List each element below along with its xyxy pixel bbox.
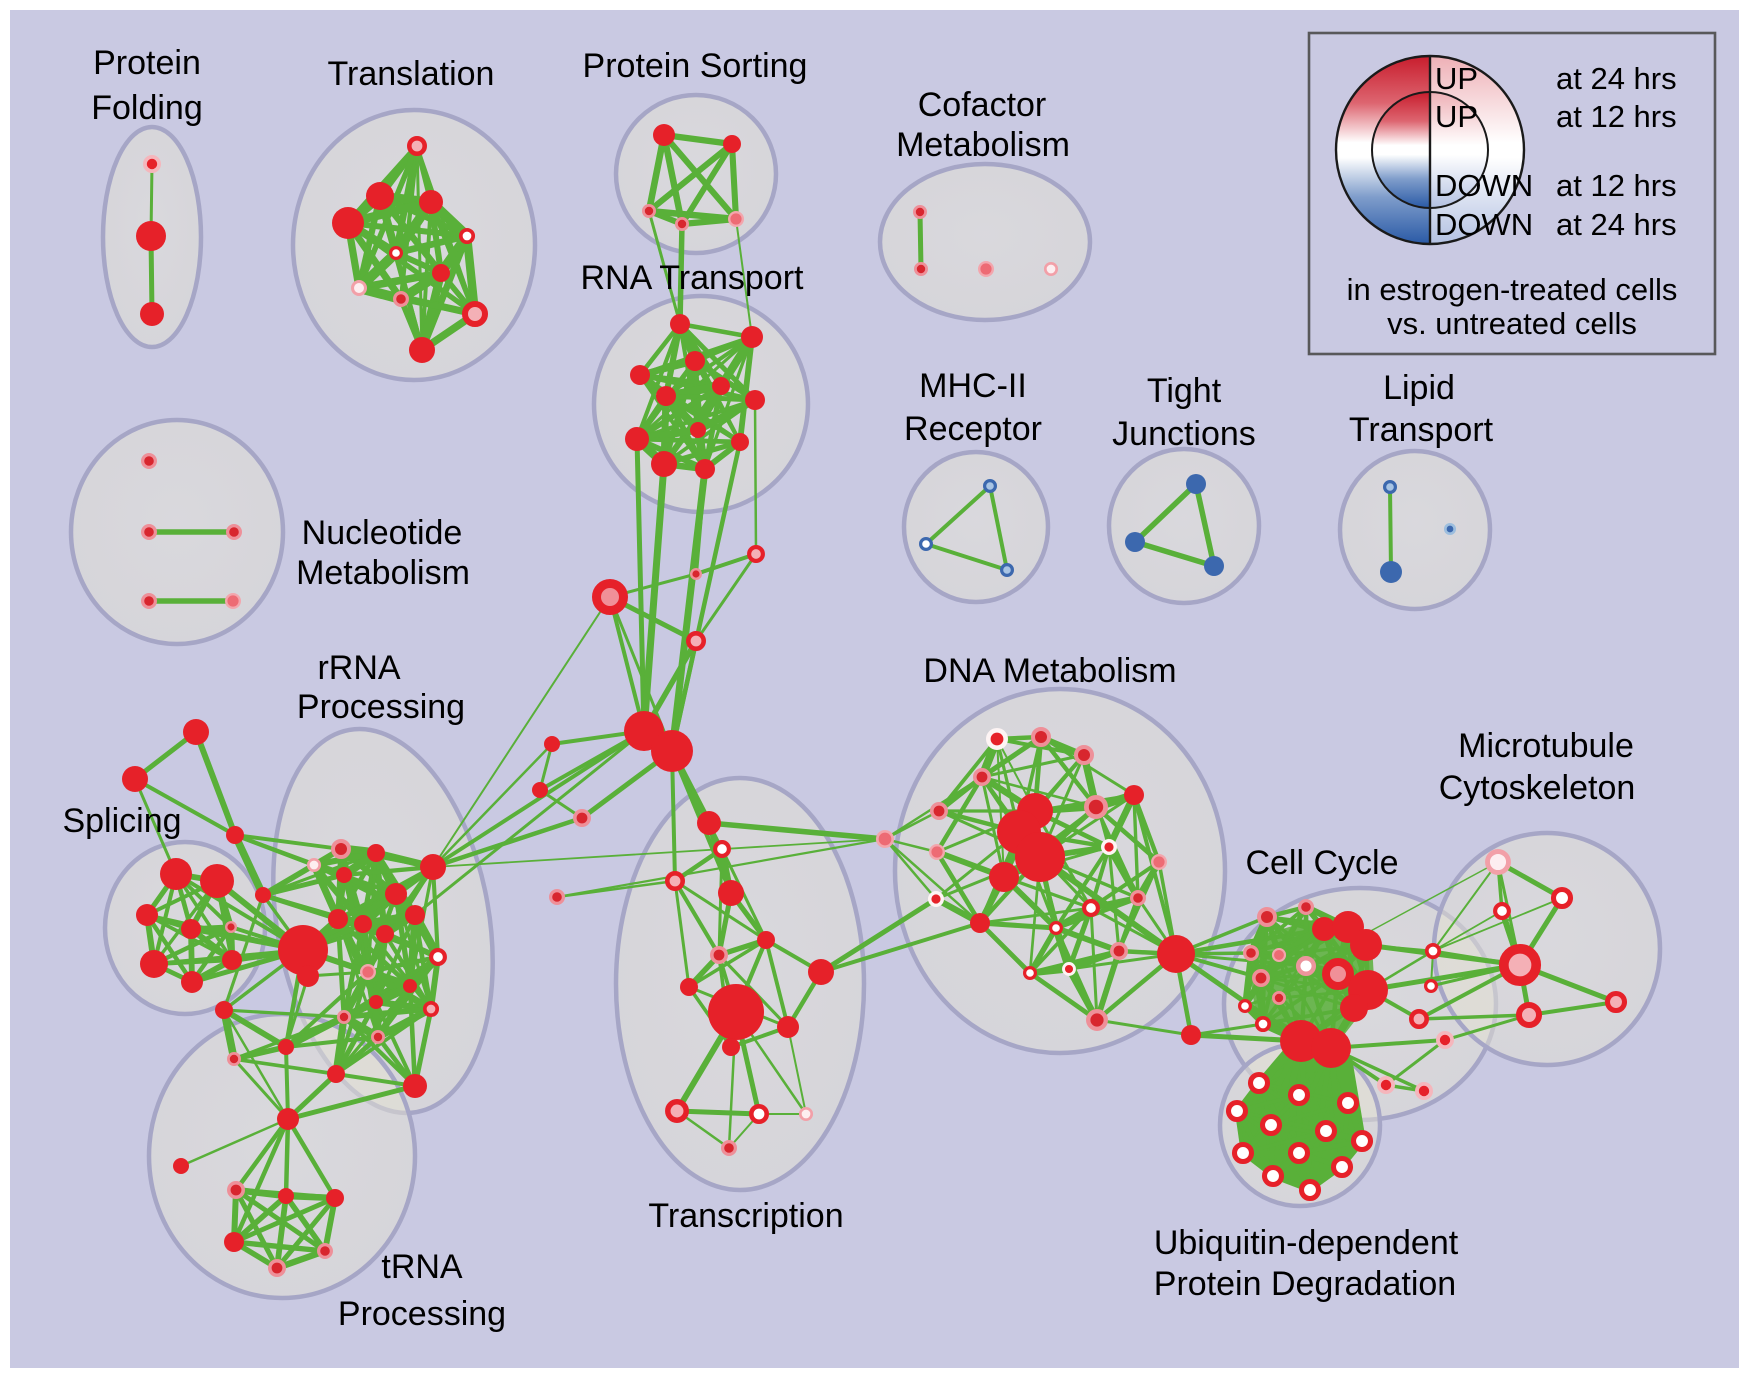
svg-text:at 12 hrs: at 12 hrs — [1556, 99, 1677, 134]
svg-text:DNA Metabolism: DNA Metabolism — [923, 652, 1176, 690]
svg-text:in estrogen-treated cells: in estrogen-treated cells — [1347, 272, 1678, 307]
svg-text:Cell Cycle: Cell Cycle — [1245, 844, 1398, 882]
svg-text:Splicing: Splicing — [62, 802, 181, 840]
svg-text:Junctions: Junctions — [1112, 415, 1256, 453]
svg-text:tRNA: tRNA — [381, 1248, 463, 1286]
svg-text:RNA Transport: RNA Transport — [581, 259, 805, 297]
svg-text:Metabolism: Metabolism — [896, 126, 1070, 164]
svg-text:Metabolism: Metabolism — [296, 554, 470, 592]
svg-text:Nucleotide: Nucleotide — [302, 514, 463, 552]
svg-text:UP: UP — [1435, 61, 1478, 96]
svg-text:MHC-II: MHC-II — [919, 367, 1027, 405]
svg-text:DOWN: DOWN — [1435, 168, 1533, 203]
svg-text:Folding: Folding — [91, 89, 203, 127]
svg-text:Processing: Processing — [338, 1295, 506, 1333]
svg-text:Lipid: Lipid — [1383, 369, 1455, 407]
svg-text:DOWN: DOWN — [1435, 207, 1533, 242]
svg-text:Tight: Tight — [1147, 372, 1222, 410]
svg-text:Protein: Protein — [93, 44, 201, 82]
svg-text:Cytoskeleton: Cytoskeleton — [1439, 769, 1636, 807]
svg-text:at 24 hrs: at 24 hrs — [1556, 61, 1677, 96]
svg-text:Microtubule: Microtubule — [1458, 727, 1634, 765]
svg-text:Receptor: Receptor — [904, 410, 1042, 448]
svg-text:Transport: Transport — [1349, 411, 1494, 449]
svg-text:Cofactor: Cofactor — [918, 86, 1047, 124]
svg-text:UP: UP — [1435, 99, 1478, 134]
svg-text:Translation: Translation — [328, 55, 495, 93]
svg-text:Ubiquitin-dependent: Ubiquitin-dependent — [1154, 1224, 1459, 1262]
svg-text:at 12 hrs: at 12 hrs — [1556, 168, 1677, 203]
svg-text:rRNA: rRNA — [317, 649, 400, 687]
svg-text:Protein Degradation: Protein Degradation — [1154, 1265, 1456, 1303]
svg-text:Protein Sorting: Protein Sorting — [583, 47, 808, 85]
svg-text:at 24 hrs: at 24 hrs — [1556, 207, 1677, 242]
svg-text:Processing: Processing — [297, 688, 465, 726]
svg-text:vs. untreated cells: vs. untreated cells — [1387, 306, 1637, 341]
svg-text:Transcription: Transcription — [648, 1197, 843, 1235]
